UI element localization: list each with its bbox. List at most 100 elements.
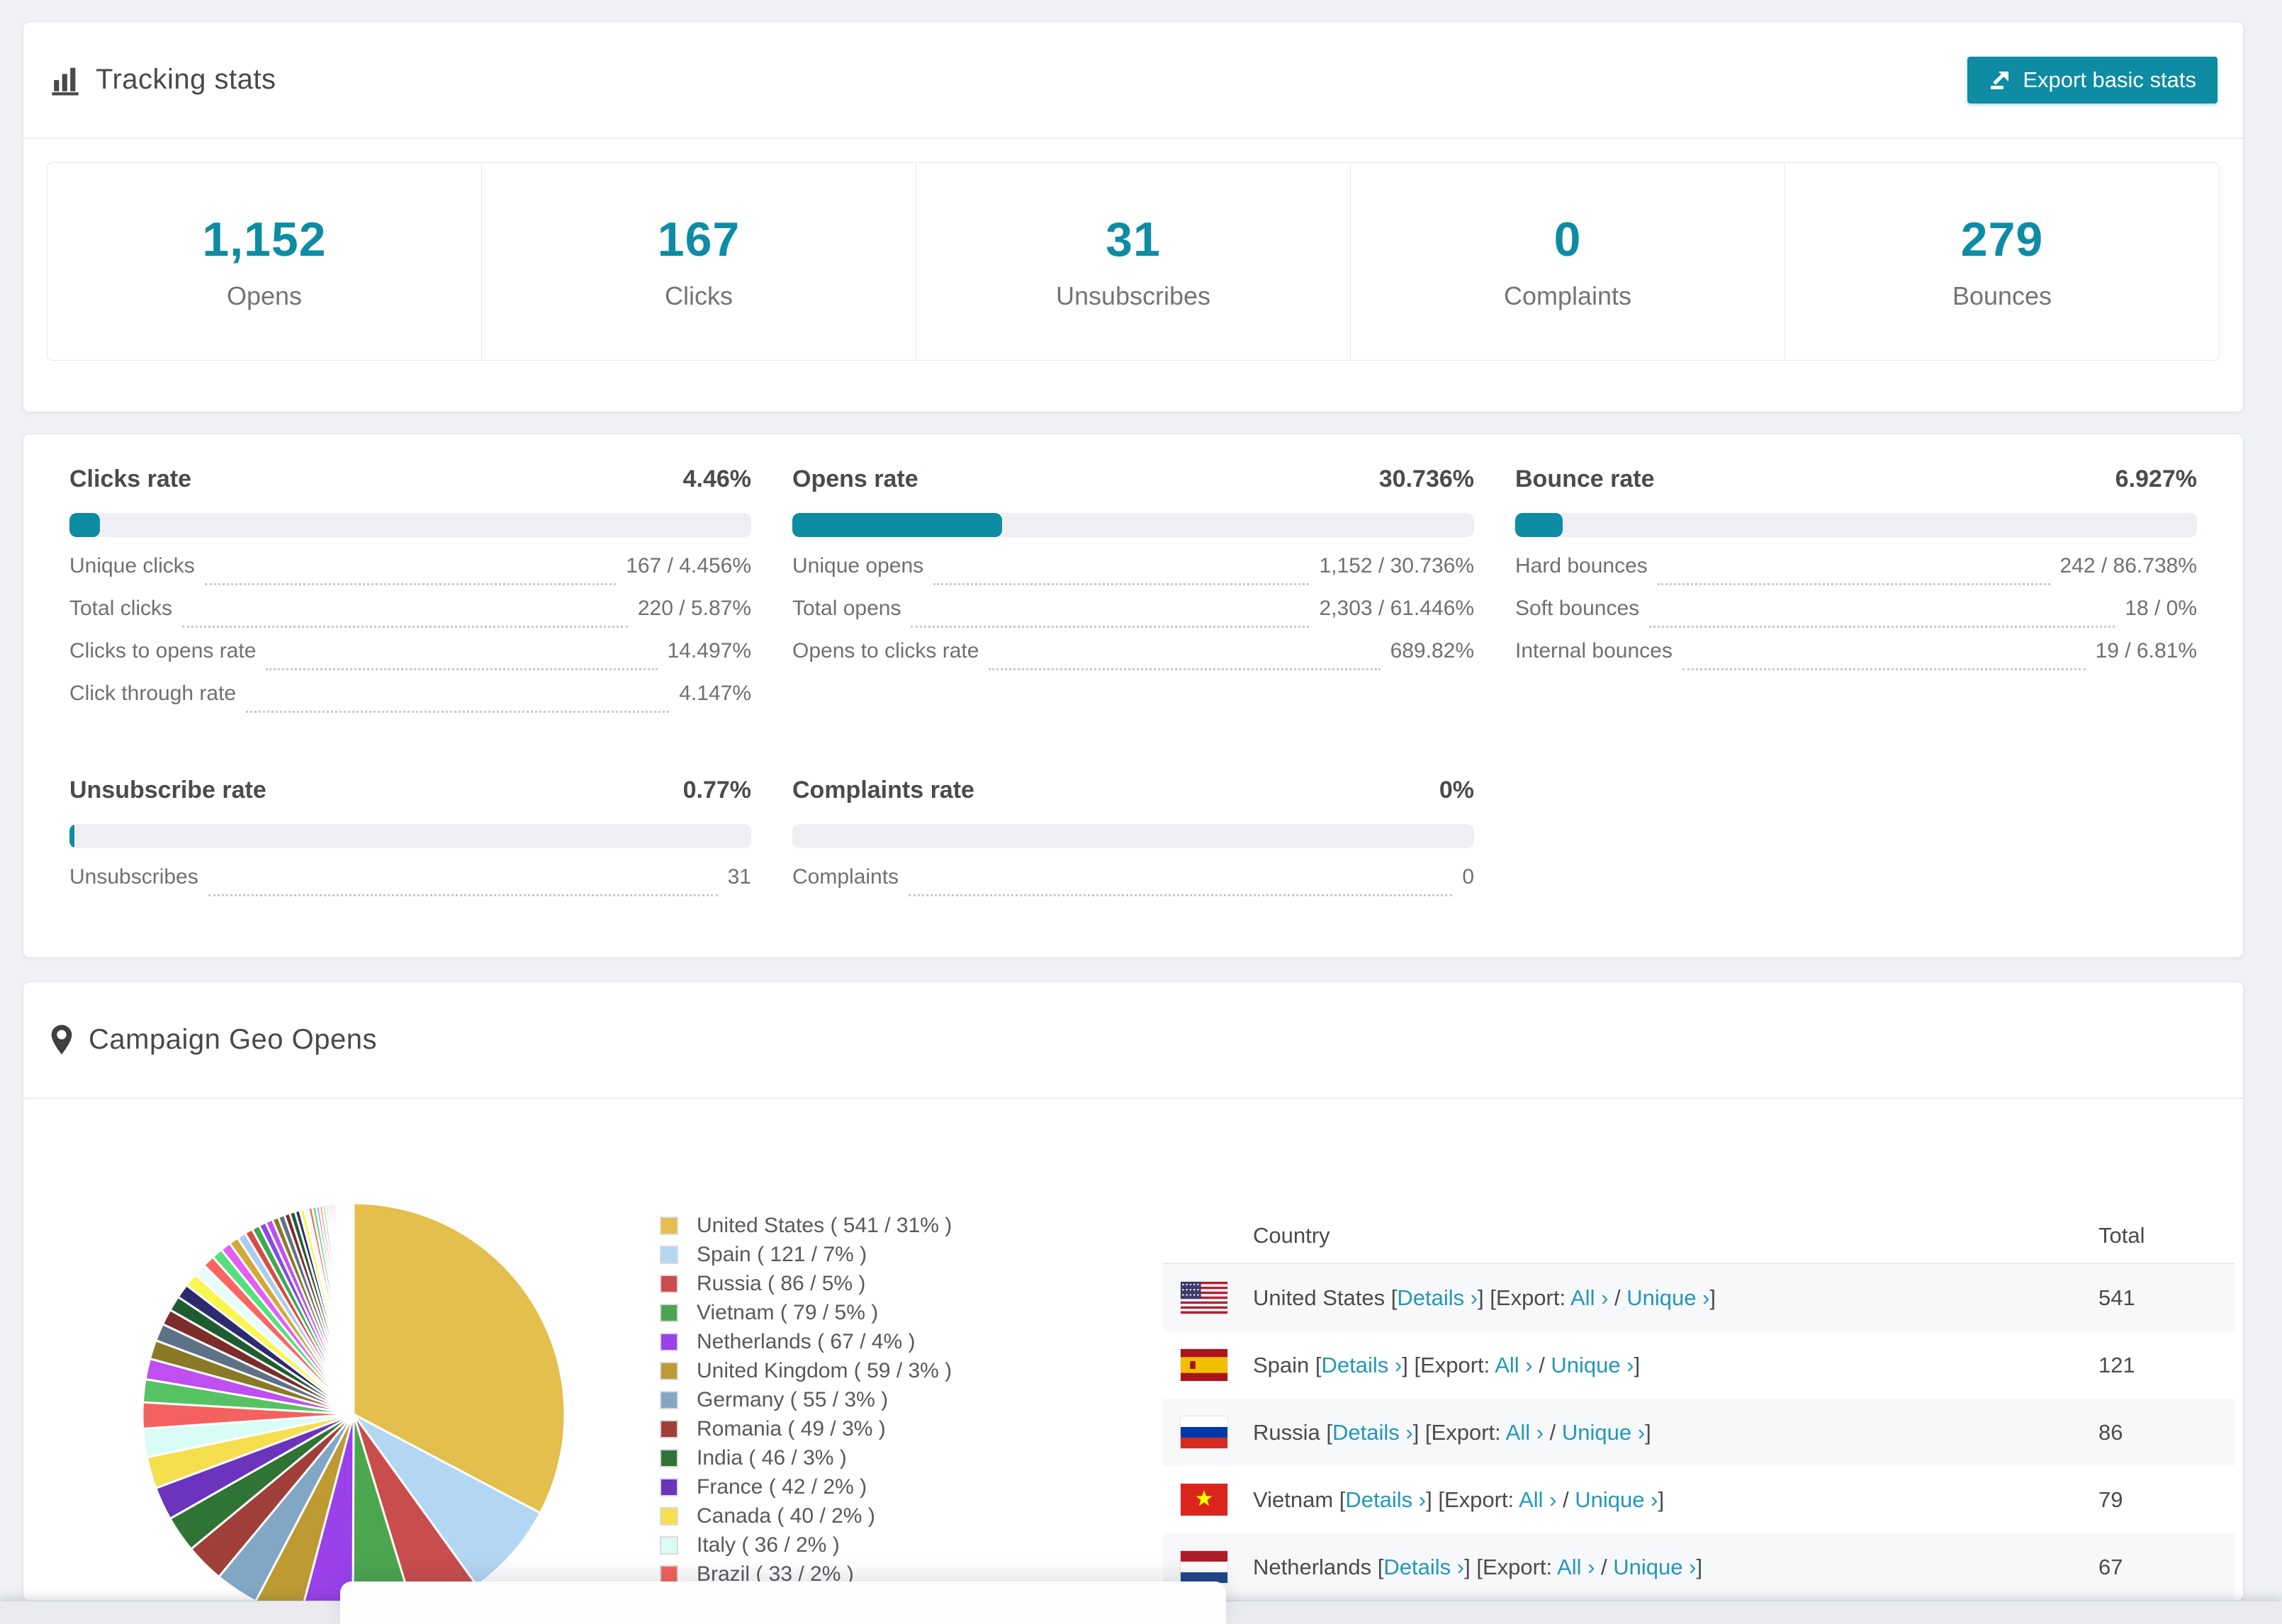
metric-row-unsubscribes: Unsubscribes 31 [69,865,751,908]
geo-header: Campaign Geo Opens [23,982,2243,1099]
table-row-spain: Spain [Details ›] [Export: All › / Uniqu… [1163,1331,2235,1399]
ru-flag-icon [1180,1416,1228,1449]
progress-fill [1515,513,1563,537]
rates-card: Clicks rate 4.46% Unique clicks 167 / 4.456… [23,434,2244,958]
legend-item-spain[interactable]: Spain ( 121 / 7% ) [660,1240,952,1269]
legend-label: Vietnam ( 79 / 5% ) [697,1300,879,1324]
country-name: Russia [1253,1419,1320,1445]
metric-label: Soft bounces [1515,597,1640,620]
dotted-leader [1649,626,2115,628]
legend-item-romania[interactable]: Romania ( 49 / 3% ) [660,1414,952,1443]
geo-table: Country Total United States [Details ›] … [1163,1209,2235,1601]
metric-label: Unique opens [792,554,924,577]
bracket: [ [1320,1419,1332,1445]
legend-item-netherlands[interactable]: Netherlands ( 67 / 4% ) [660,1327,952,1356]
legend-swatch [660,1506,678,1526]
legend-label: Romania ( 49 / 3% ) [697,1416,886,1440]
metric-label: Hard bounces [1515,554,1648,577]
progress-bar-unsubscribe-rate [69,824,751,848]
export-all-link[interactable]: All › [1557,1554,1595,1579]
legend-item-germany[interactable]: Germany ( 55 / 3% ) [660,1385,952,1414]
stat-cell-clicks: 167 Clicks [482,163,916,360]
dotted-leader [182,626,628,628]
progress-bar-opens-rate [792,513,1474,537]
rate-block-complaints-rate: Complaints rate 0% Complaints 0 [792,777,1474,908]
legend-item-canada[interactable]: Canada ( 40 / 2% ) [660,1501,952,1530]
stat-label: Opens [226,281,303,310]
progress-fill [69,513,100,537]
slash-separator: / [1556,1487,1575,1512]
export-basic-stats-button[interactable]: Export basic stats [1967,56,2218,103]
legend-item-france[interactable]: France ( 42 / 2% ) [660,1472,952,1501]
details-link[interactable]: Details › [1397,1285,1478,1310]
export-unique-link[interactable]: Unique › [1613,1554,1697,1579]
legend-item-india[interactable]: India ( 46 / 3% ) [660,1443,952,1472]
stat-cell-unsubscribes: 31 Unsubscribes [916,163,1351,360]
geo-body: United States ( 541 / 31% ) Spain ( 121 /… [23,1099,2243,1601]
country-name: United States [1253,1285,1386,1310]
campaign-geo-card: Campaign Geo Opens United States ( 541 /… [23,981,2244,1601]
export-icon [1991,71,2009,89]
rates-grid: Clicks rate 4.46% Unique clicks 167 / 4.456… [23,434,2243,939]
legend-swatch [660,1361,678,1380]
metric-label: Internal bounces [1515,639,1673,662]
legend-label: Canada ( 40 / 2% ) [697,1504,875,1528]
pie-slice-united-states[interactable] [352,1202,566,1514]
dotted-leader [246,711,670,713]
metric-row-clicks-to-opens-rate: Clicks to opens rate 14.497% [69,639,751,682]
export-all-link[interactable]: All › [1519,1487,1557,1512]
export-all-link[interactable]: All › [1495,1352,1533,1377]
geo-table-body: United States [Details ›] [Export: All ›… [1163,1264,2235,1601]
rate-value: 30.736% [1378,466,1474,492]
legend-item-russia[interactable]: Russia ( 86 / 5% ) [660,1269,952,1298]
pie-slice-vietnam[interactable] [352,1413,415,1601]
export-unique-link[interactable]: Unique › [1626,1285,1710,1310]
details-link[interactable]: Details › [1345,1487,1427,1512]
rate-title: Complaints rate [792,777,974,803]
bracket: ] [ [1402,1352,1421,1377]
progress-bar-complaints-rate [792,824,1474,848]
page-title: Tracking stats [96,64,276,95]
nl-flag-icon [1180,1550,1228,1584]
export-button-label: Export basic stats [2023,67,2196,92]
metric-row-unique-opens: Unique opens 1,152 / 30.736% [792,554,1474,597]
details-link[interactable]: Details › [1383,1554,1465,1579]
progress-bar-bounce-rate [1515,513,2197,537]
export-unique-link[interactable]: Unique › [1551,1352,1634,1377]
legend-label: Germany ( 55 / 3% ) [697,1387,889,1411]
table-row-vietnam: Vietnam [Details ›] [Export: All › / Uni… [1163,1466,2235,1533]
metric-label: Total opens [792,597,901,620]
progress-bar-clicks-rate [69,513,751,537]
export-all-link[interactable]: All › [1570,1285,1609,1310]
metric-value: 18 / 0% [2125,597,2197,620]
legend-item-vietnam[interactable]: Vietnam ( 79 / 5% ) [660,1298,952,1327]
dotted-leader [911,626,1310,628]
bracket: ] [1658,1487,1665,1512]
legend-swatch [660,1390,678,1409]
export-all-link[interactable]: All › [1505,1419,1544,1445]
rate-value: 4.46% [682,466,751,492]
details-link[interactable]: Details › [1332,1419,1413,1445]
metric-label: Click through rate [69,682,237,705]
metric-value: 167 / 4.456% [626,554,751,577]
slash-separator: / [1595,1554,1614,1579]
geo-pie-svg[interactable] [127,1188,580,1601]
legend-label: India ( 46 / 3% ) [697,1445,847,1470]
export-prefix: Export: [1495,1285,1570,1310]
progress-fill [792,513,1002,537]
metric-row-hard-bounces: Hard bounces 242 / 86.738% [1515,554,2197,597]
legend-item-united-states[interactable]: United States ( 541 / 31% ) [660,1211,952,1240]
legend-swatch [660,1245,678,1264]
details-link[interactable]: Details › [1321,1352,1403,1377]
metric-value: 14.497% [667,639,751,662]
legend-item-united-kingdom[interactable]: United Kingdom ( 59 / 3% ) [660,1356,952,1385]
legend-item-italy[interactable]: Italy ( 36 / 2% ) [660,1530,952,1560]
export-unique-link[interactable]: Unique › [1575,1487,1658,1512]
stat-cell-bounces: 279 Bounces [1785,163,2219,360]
us-flag-icon [1180,1281,1228,1314]
export-unique-link[interactable]: Unique › [1561,1419,1646,1445]
legend-label: Russia ( 86 / 5% ) [697,1271,866,1295]
dotted-leader [933,583,1310,585]
legend-label: United States ( 541 / 31% ) [697,1213,952,1237]
pie-slice-other-50[interactable] [352,1202,355,1416]
